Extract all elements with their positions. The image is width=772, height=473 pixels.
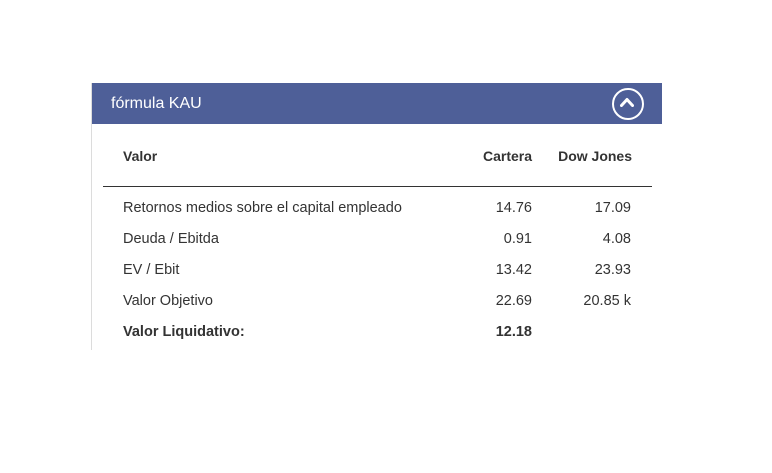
table-row: Valor Objetivo 22.69 20.85 k [92,293,662,313]
panel-header[interactable]: fórmula KAU [92,83,662,124]
table-row: Retornos medios sobre el capital emplead… [92,200,662,220]
row-dow-jones-value: 17.09 [594,200,631,216]
panel-title: fórmula KAU [111,95,202,112]
row-label: EV / Ebit [123,262,180,278]
kau-formula-panel: fórmula KAU Valor Cartera Dow Jones Reto… [91,83,662,350]
row-label: Deuda / Ebitda [123,231,219,247]
row-cartera-value: 14.76 [495,200,532,216]
summary-row: Valor Liquidativo: 12.18 [92,324,662,344]
row-dow-jones-value: 23.93 [594,262,631,278]
row-label: Retornos medios sobre el capital emplead… [123,200,402,216]
row-cartera-value: 13.42 [495,262,532,278]
row-cartera-value: 22.69 [495,293,532,309]
header-divider [103,186,652,187]
chevron-up-icon [620,98,634,107]
table-row: EV / Ebit 13.42 23.93 [92,262,662,282]
row-dow-jones-value: 4.08 [602,231,631,247]
row-dow-jones-value: 20.85 k [583,293,631,309]
collapse-button[interactable] [612,88,644,120]
header-valor: Valor [123,148,158,164]
header-dow-jones: Dow Jones [558,148,632,164]
table-row: Deuda / Ebitda 0.91 4.08 [92,231,662,251]
summary-cartera-value: 12.18 [495,324,532,340]
header-cartera: Cartera [482,148,532,164]
row-label: Valor Objetivo [123,293,213,309]
summary-label: Valor Liquidativo: [123,324,245,340]
row-cartera-value: 0.91 [503,231,532,247]
